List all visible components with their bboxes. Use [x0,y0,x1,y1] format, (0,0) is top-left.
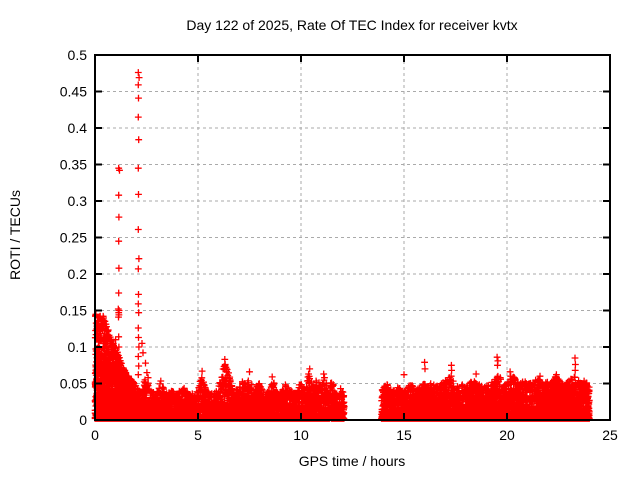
x-tick-label: 0 [91,427,99,443]
x-tick-label: 10 [293,427,309,443]
plot-border [94,54,611,421]
y-tick-label: 0.4 [68,120,88,136]
y-tick-label: 0.5 [68,47,88,63]
y-tick-label: 0.35 [60,157,87,173]
y-tick-label: 0 [79,412,87,428]
chart-title: Day 122 of 2025, Rate Of TEC Index for r… [186,17,518,33]
y-tick-label: 0.05 [60,376,87,392]
data-points [91,69,593,422]
y-tick-label: 0.45 [60,84,87,100]
y-tick-label: 0.15 [60,303,87,319]
y-tick-label: 0.1 [68,339,88,355]
x-tick-label: 25 [602,427,618,443]
y-tick-label: 0.3 [68,193,88,209]
x-tick-label: 20 [499,427,515,443]
y-tick-label: 0.25 [60,230,87,246]
x-tick-label: 15 [396,427,412,443]
x-tick-label: 5 [194,427,202,443]
x-axis-label: GPS time / hours [298,453,406,469]
y-tick-label: 0.2 [68,266,88,282]
